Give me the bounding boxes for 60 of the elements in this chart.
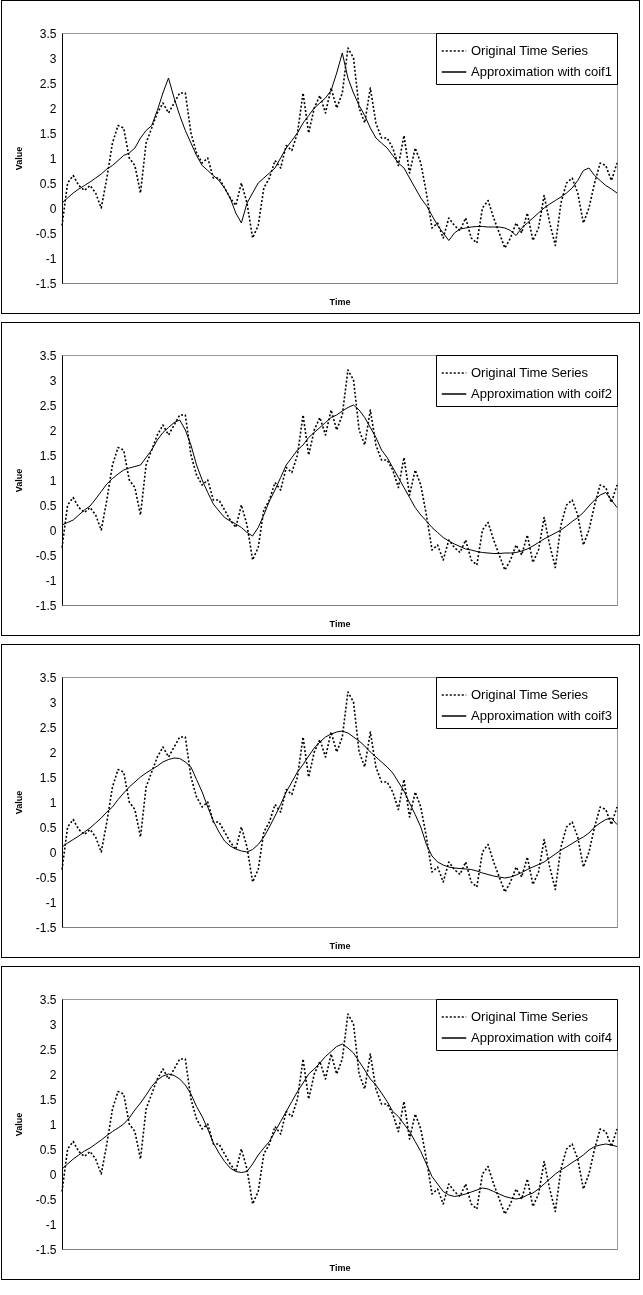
y-tick-label: 3 <box>49 695 57 710</box>
y-tick-label: 1 <box>49 151 57 166</box>
y-tick-label: 0 <box>49 523 57 538</box>
y-tick-label: -1.5 <box>35 1242 57 1257</box>
y-tick-label: 0.5 <box>39 820 57 835</box>
y-tick-label: 0 <box>49 845 57 860</box>
x-axis-title: Time <box>329 296 351 307</box>
y-tick-label: 0.5 <box>39 498 57 513</box>
y-tick-label: 2.5 <box>39 76 57 91</box>
y-tick-label: 2.5 <box>39 1042 57 1057</box>
y-tick-label: 2.5 <box>39 398 57 413</box>
y-tick-label: -1.5 <box>35 920 57 935</box>
y-tick-label: 3.5 <box>39 670 57 685</box>
y-axis-title: Value <box>13 146 24 171</box>
legend-label: Original Time Series <box>471 687 589 702</box>
x-axis-title: Time <box>329 618 351 629</box>
y-tick-label: 1.5 <box>39 1092 57 1107</box>
y-tick-label: -1.5 <box>35 598 57 613</box>
y-tick-label: 1 <box>49 1117 57 1132</box>
y-tick-label: -1 <box>45 251 57 266</box>
y-tick-label: 1.5 <box>39 448 57 463</box>
x-axis-title: Time <box>329 1262 351 1273</box>
y-tick-label: 0.5 <box>39 1142 57 1157</box>
legend-label: Approximation with coif1 <box>471 64 612 79</box>
y-tick-label: 1 <box>49 473 57 488</box>
legend-label: Original Time Series <box>471 43 589 58</box>
y-tick-label: 2.5 <box>39 720 57 735</box>
y-tick-label: -0.5 <box>35 548 57 563</box>
y-tick-label: -1 <box>45 1217 57 1232</box>
y-tick-label: 3.5 <box>39 992 57 1007</box>
y-tick-label: -1.5 <box>35 276 57 291</box>
y-tick-label: 0 <box>49 201 57 216</box>
legend-label: Original Time Series <box>471 1009 589 1024</box>
y-tick-label: 0 <box>49 1167 57 1182</box>
y-tick-label: 1.5 <box>39 770 57 785</box>
y-tick-label: 2 <box>49 1067 57 1082</box>
y-tick-label: 3 <box>49 51 57 66</box>
y-tick-label: 3 <box>49 373 57 388</box>
y-tick-label: 3.5 <box>39 348 57 363</box>
y-tick-label: -1 <box>45 895 57 910</box>
y-tick-label: -0.5 <box>35 226 57 241</box>
y-axis-title: Value <box>13 790 24 815</box>
y-tick-label: 2 <box>49 423 57 438</box>
y-tick-label: 0.5 <box>39 176 57 191</box>
y-tick-label: 3.5 <box>39 26 57 41</box>
y-axis-title: Value <box>13 1112 24 1137</box>
y-tick-label: -1 <box>45 573 57 588</box>
y-tick-label: 1.5 <box>39 126 57 141</box>
legend-label: Original Time Series <box>471 365 589 380</box>
x-axis-title: Time <box>329 940 351 951</box>
legend-label: Approximation with coif3 <box>471 708 612 723</box>
legend-label: Approximation with coif2 <box>471 386 612 401</box>
y-tick-label: -0.5 <box>35 1192 57 1207</box>
y-tick-label: 2 <box>49 745 57 760</box>
y-axis-title: Value <box>13 468 24 493</box>
legend-label: Approximation with coif4 <box>471 1030 612 1045</box>
y-tick-label: -0.5 <box>35 870 57 885</box>
y-tick-label: 3 <box>49 1017 57 1032</box>
y-tick-label: 2 <box>49 101 57 116</box>
y-tick-label: 1 <box>49 795 57 810</box>
